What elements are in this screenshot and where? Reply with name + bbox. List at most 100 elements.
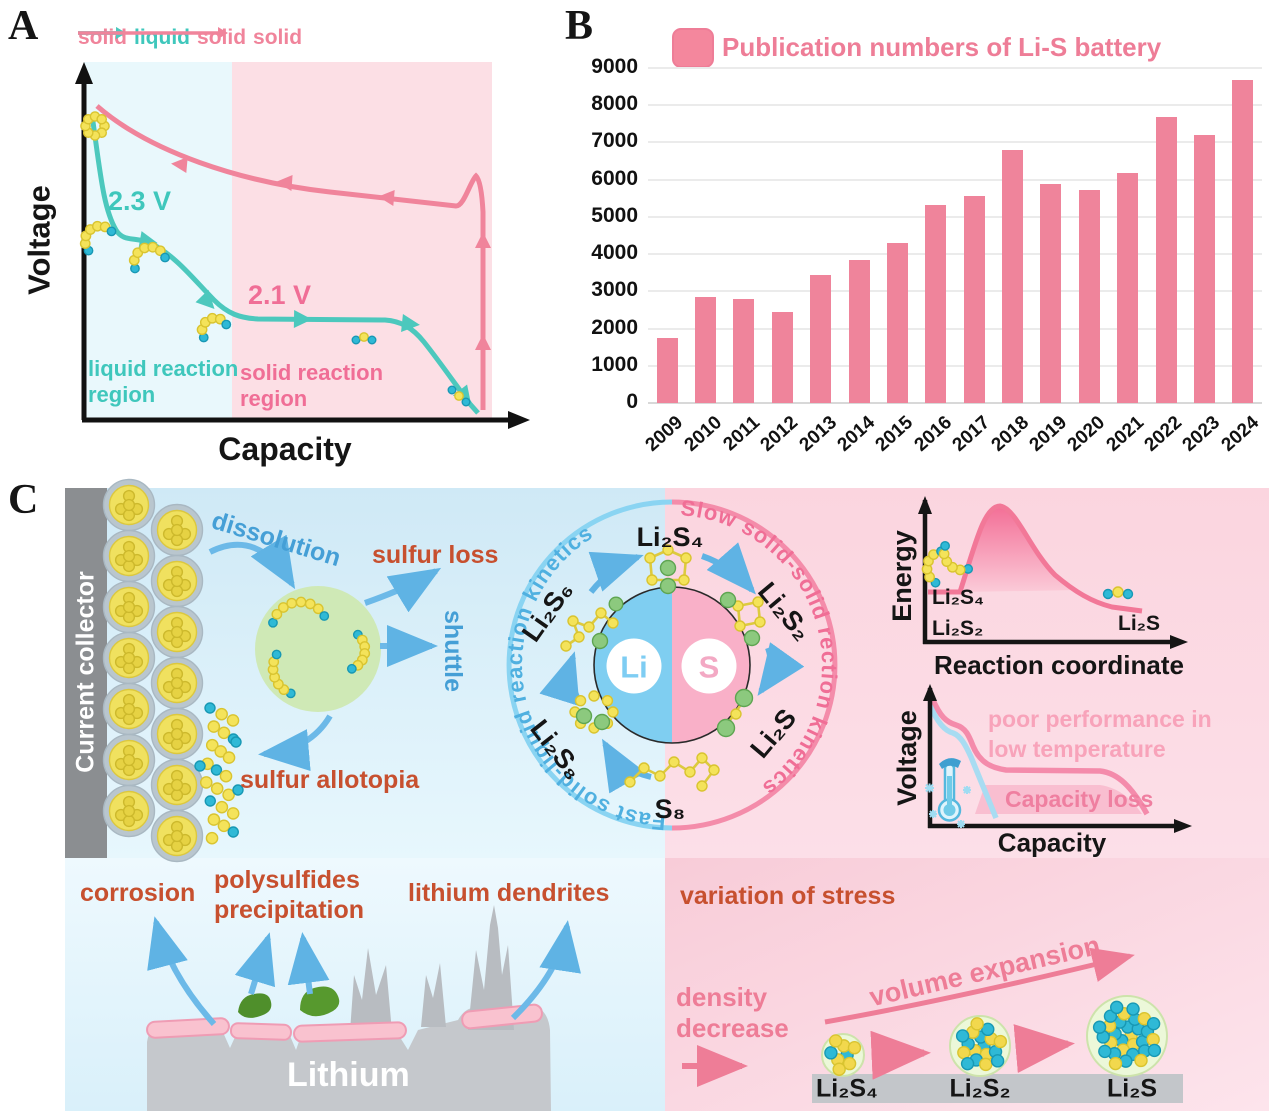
legend-label: Publication numbers of Li-S battery [722,32,1162,62]
arrow-right-icon [78,27,228,39]
lowtemp-note1: poor performance in [988,706,1212,732]
corrosion-label: corrosion [80,879,196,907]
anode-arrows [147,916,581,1027]
cathode-particles [102,478,204,863]
lowtemp-xlabel: Capacity [997,827,1107,858]
substrate-li2s: Li₂S [1107,1074,1157,1103]
bar-2016 [925,204,947,403]
s-badge [681,638,737,694]
bar-2020 [1078,190,1100,403]
thermometer-icon [925,758,971,828]
panel-a-plot [75,62,530,429]
y-axis-tick: 1000 [591,352,638,376]
y-axis-tick: 7000 [591,129,638,153]
sulfur-allotopia-cluster [194,702,244,845]
panel-a-letter: A [8,3,39,49]
y-axis-tick: 0 [626,390,638,413]
lithium-anode [146,905,581,1111]
dendrite [421,963,446,1027]
energy-plot [918,496,1188,649]
s-symbol: S [699,650,720,685]
sulfur-loss-label: sulfur loss [372,541,499,569]
panel-a-molecules [79,111,471,407]
solid-region-label: solid reaction region [240,360,384,411]
dendrite [468,905,514,1030]
gridline [648,290,1262,293]
y-axis-tick: 4000 [591,241,638,265]
panel-c-letter: C [8,477,39,523]
y-axis-tick: 2000 [591,315,638,339]
bar-2012 [771,311,793,403]
shuttle-label: shuttle [438,610,467,692]
y-axis-tick: 8000 [591,92,638,116]
charge-curve [95,104,486,410]
energy-start1: Li₂S₄ [932,586,985,609]
bar-2010 [695,296,717,403]
bar-2014 [848,259,870,403]
gridline [648,141,1262,144]
bar-2009 [656,337,678,403]
species-li2s4: Li₂S₄ [636,522,704,553]
lowtemp-note2: low temperature [988,736,1166,762]
panel-b-letter: B [565,3,594,49]
discharge-curve [89,114,480,415]
gridline [648,327,1262,330]
y-axis-tick: 3000 [591,278,638,302]
bar-2017 [963,195,985,403]
plateau-2-1v: 2.1 V [248,280,312,310]
volume-expansion [682,947,1183,1103]
cycle-arrows [539,542,805,794]
y-axis-tick: 5000 [591,203,638,227]
bar-2021 [1117,172,1139,403]
plateau-2-3v: 2.3 V [108,186,172,216]
publication-bar-chart: B Publication numbers of Li-S battery 0 1… [0,0,1269,480]
polysulfide-blob [238,993,272,1018]
lithium-dendrites-label: lithium dendrites [408,879,610,907]
bar-2019 [1040,184,1062,403]
energy-xlabel: Reaction coordinate [934,650,1184,680]
legend-swatch [672,28,714,68]
energy-start2: Li₂S₂ [932,617,984,640]
phase-sequence: solid liquid solid solid [78,26,302,50]
bar-2018 [1002,150,1024,403]
gridline [648,104,1262,107]
energy-end: Li₂S [1118,612,1160,635]
cathode-arrows [208,534,442,772]
variation-of-stress-label: variation of stress [680,882,896,910]
substrate-li2s2: Li₂S₂ [949,1074,1011,1103]
substrate-li2s4: Li₂S₄ [816,1074,878,1103]
cycle-molecules [560,544,766,792]
gridline [648,402,1262,404]
gridline [648,253,1262,256]
species-s8: S₈ [654,794,686,825]
density-decrease-label: density decrease [676,982,789,1043]
gridline [648,364,1262,367]
sphere-dots [824,1000,1162,1076]
bar-2013 [810,274,832,403]
charge-arrows [171,157,491,350]
current-collector-bar [65,488,107,858]
bar-2023 [1193,135,1215,403]
dendrite [350,948,392,1032]
bar-2022 [1155,117,1177,403]
low-temp-plot [923,684,1192,833]
capacity-loss-label: Capacity loss [1005,786,1154,812]
energy-molecules [921,540,1134,600]
sulfur-allotopia-label: sulfur allotopia [240,766,420,794]
polysulfide-chains [267,596,371,699]
bar-2011 [733,298,755,403]
liquid-region-label: liquid reaction region [88,356,239,407]
electrolyte-droplet [255,586,381,712]
snowflakes-icon [925,783,971,828]
gridline [648,67,1262,69]
li-badge [606,638,662,694]
phase-solid-3: solid [253,26,303,49]
panel-a-xlabel: Capacity [218,431,352,468]
energy-ylabel: Energy [887,530,918,622]
bar-2024 [1232,79,1254,403]
lithium-label: Lithium [287,1056,410,1094]
bar-2015 [886,242,908,403]
lowtemp-ylabel: Voltage [892,710,923,806]
